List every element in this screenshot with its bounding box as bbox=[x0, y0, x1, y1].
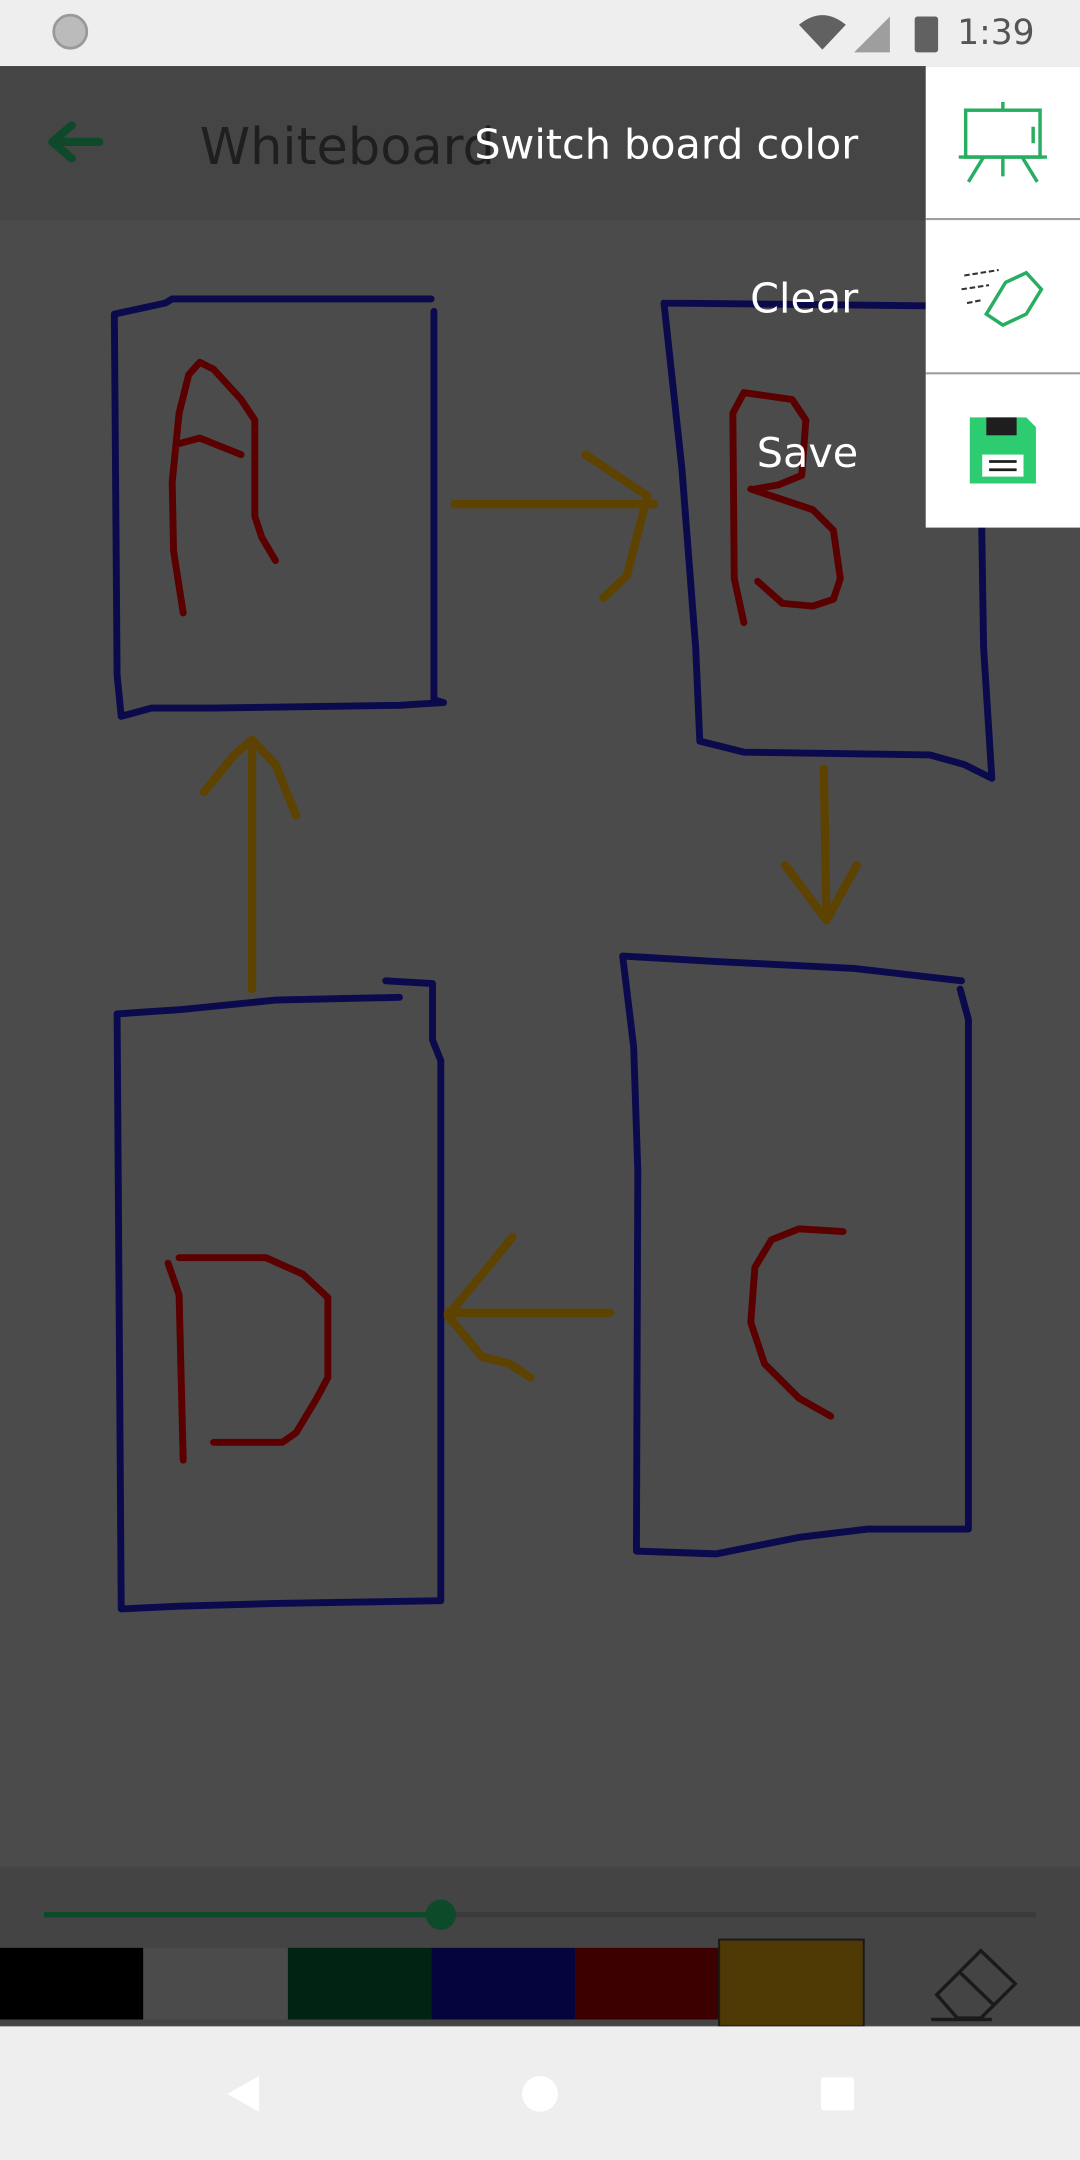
menu-item[interactable]: Switch board color bbox=[474, 101, 1047, 183]
drawn-arrows bbox=[199, 450, 861, 1382]
back-button[interactable] bbox=[48, 121, 104, 163]
status-time: 1:39 bbox=[957, 13, 1034, 53]
app-bar bbox=[0, 66, 1080, 221]
color-swatch[interactable] bbox=[575, 1947, 720, 2020]
drawn-boxes bbox=[110, 295, 996, 1613]
menu-label: Save bbox=[757, 429, 858, 477]
menu-item[interactable]: Save bbox=[757, 417, 1036, 484]
menu-label: Clear bbox=[750, 275, 858, 323]
color-swatch[interactable] bbox=[0, 1947, 144, 2020]
app-title: Whiteboard bbox=[200, 118, 495, 177]
battery-icon bbox=[914, 16, 939, 53]
color-swatch[interactable] bbox=[718, 1938, 865, 2028]
nav-recents[interactable] bbox=[821, 2077, 855, 2111]
drawn-letters bbox=[164, 358, 847, 1464]
save-icon bbox=[969, 417, 1036, 484]
eraser-button[interactable] bbox=[931, 1948, 1018, 2022]
status-bar bbox=[0, 0, 1080, 67]
menu-label: Switch board color bbox=[474, 120, 858, 168]
color-swatch[interactable] bbox=[431, 1947, 576, 2020]
menu-item[interactable]: Clear bbox=[750, 268, 1044, 328]
nav-back[interactable] bbox=[227, 2075, 259, 2112]
color-swatch[interactable] bbox=[287, 1947, 432, 2020]
stroke-slider[interactable] bbox=[44, 1899, 1036, 1930]
board-icon bbox=[958, 101, 1047, 183]
status-icon bbox=[52, 13, 89, 50]
wifi-icon bbox=[798, 15, 846, 50]
clear-icon bbox=[961, 268, 1044, 328]
color-swatch[interactable] bbox=[143, 1947, 288, 2020]
nav-home[interactable] bbox=[522, 2075, 558, 2112]
